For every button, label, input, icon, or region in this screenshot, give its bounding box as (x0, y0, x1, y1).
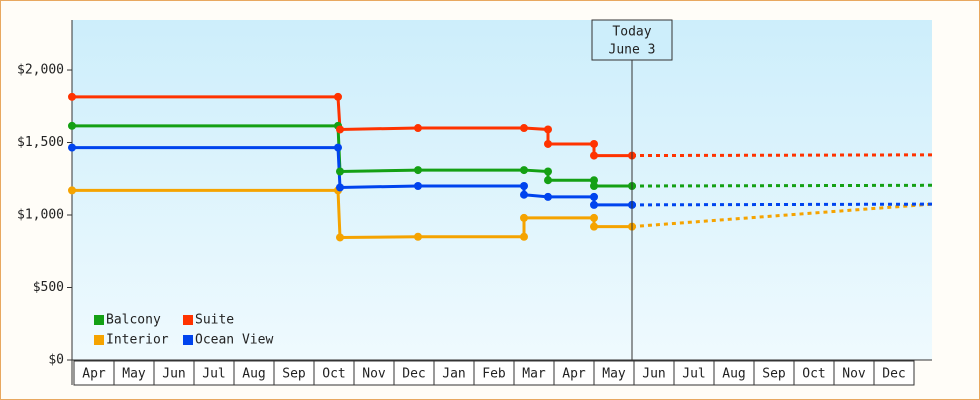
month-cell (673, 360, 715, 386)
point (590, 222, 598, 231)
x-tick-label: Aug (722, 367, 745, 382)
point (544, 192, 552, 201)
month-cell (753, 360, 795, 386)
x-tick-label: Jun (642, 367, 665, 382)
x-tick-label: Mar (522, 367, 546, 382)
legend-swatch (94, 335, 104, 345)
legend-swatch (183, 335, 193, 345)
point (336, 125, 344, 134)
legend-label: Balcony (106, 313, 161, 328)
x-tick-label: Dec (402, 367, 425, 382)
point (544, 139, 552, 148)
x-tick-label: Sep (762, 367, 786, 382)
month-cell (833, 360, 875, 386)
point (544, 167, 552, 176)
point (414, 182, 422, 191)
point (590, 182, 598, 191)
point (336, 167, 344, 176)
x-tick-label: Jul (202, 367, 225, 382)
point (414, 232, 422, 241)
point (544, 125, 552, 134)
month-cell (793, 360, 835, 386)
month-cell (233, 360, 275, 386)
x-tick-label: Nov (362, 367, 386, 382)
point (590, 176, 598, 185)
point (68, 143, 76, 152)
x-tick-label: May (122, 367, 146, 382)
point (520, 182, 528, 191)
x-tick-label: Jun (162, 367, 185, 382)
point (590, 139, 598, 148)
x-tick-label: Jul (682, 367, 705, 382)
point (68, 186, 76, 195)
point (590, 200, 598, 209)
x-tick-label: Apr (562, 367, 586, 382)
legend-label: Interior (106, 333, 169, 348)
forecast-line (631, 202, 933, 229)
forecast-line (631, 153, 933, 158)
point (520, 213, 528, 222)
series-line (72, 95, 632, 158)
point (590, 151, 598, 160)
point (68, 121, 76, 130)
x-tick-label: Oct (322, 367, 345, 382)
point (520, 190, 528, 199)
legend-swatch (183, 315, 193, 325)
point (414, 166, 422, 175)
x-tick-label: Jan (442, 367, 465, 382)
legend-label: Suite (195, 313, 234, 328)
forecast-line (631, 183, 933, 188)
point (334, 143, 342, 152)
month-cell (73, 360, 115, 386)
point (414, 124, 422, 133)
x-tick-label: Nov (842, 367, 866, 382)
today-label: June 3 (609, 43, 656, 58)
x-tick-label: Oct (802, 367, 825, 382)
point (336, 183, 344, 192)
y-tick-label: $1,000 (17, 208, 64, 223)
x-tick-label: Apr (82, 367, 106, 382)
x-tick-label: Dec (882, 367, 905, 382)
point (544, 176, 552, 185)
y-tick-label: $500 (33, 280, 64, 295)
point (520, 124, 528, 133)
month-cell (153, 360, 195, 386)
today-label: Today (612, 25, 651, 40)
y-tick-label: $2,000 (17, 63, 64, 78)
y-tick-label: $0 (48, 353, 64, 368)
x-tick-label: Aug (242, 367, 265, 382)
point (68, 92, 76, 101)
legend-swatch (94, 315, 104, 325)
forecast-line (631, 202, 933, 207)
month-cell (633, 360, 675, 386)
x-tick-label: Sep (282, 367, 306, 382)
month-cell (873, 360, 915, 386)
point (520, 166, 528, 175)
x-tick-label: May (602, 367, 626, 382)
month-cell (193, 360, 235, 386)
point (590, 192, 598, 201)
point (590, 213, 598, 222)
point (334, 92, 342, 101)
legend-label: Ocean View (195, 333, 273, 348)
y-tick-label: $1,500 (17, 135, 64, 150)
month-cell (353, 360, 395, 386)
point (336, 233, 344, 242)
month-cell (433, 360, 475, 386)
x-tick-label: Feb (482, 367, 506, 382)
month-cell (113, 360, 155, 386)
month-cell (513, 360, 555, 386)
point (520, 232, 528, 241)
today-box (591, 19, 673, 61)
month-cell (553, 360, 595, 386)
